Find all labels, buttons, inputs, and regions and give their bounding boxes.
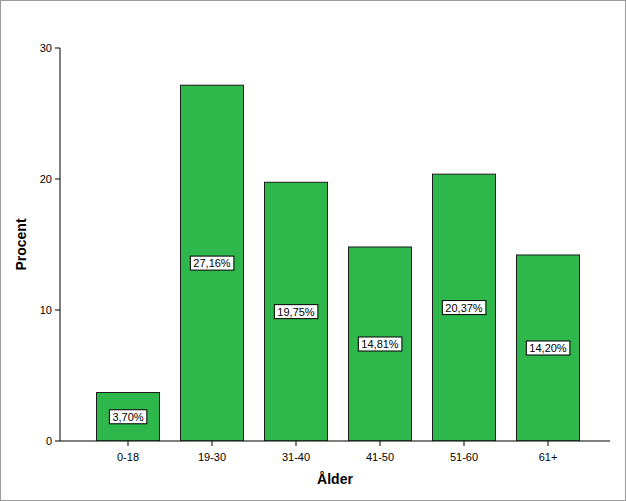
x-tick-label: 41-50	[366, 451, 394, 463]
x-tick	[380, 441, 381, 446]
data-label: 19,75%	[274, 305, 318, 319]
x-tick-label: 19-30	[198, 451, 226, 463]
x-tick-label: 51-60	[450, 451, 478, 463]
data-label-text: 20,37%	[445, 302, 483, 314]
data-label-text: 27,16%	[193, 257, 231, 269]
chart-container: 0 10 20 30 0-18 19-30 31-40 41-50 51-60 61+ 3,70% 2…	[0, 0, 626, 501]
y-tick-label: 20	[40, 173, 52, 185]
data-label: 14,81%	[358, 337, 402, 351]
chart-svg: 0 10 20 30 0-18 19-30 31-40 41-50 51-60 61+ 3,70% 2…	[0, 0, 626, 501]
bar	[433, 174, 496, 441]
x-tick	[548, 441, 549, 446]
y-tick-label: 30	[40, 42, 52, 54]
x-tick	[464, 441, 465, 446]
y-tick	[55, 310, 60, 311]
x-tick-label: 0-18	[117, 451, 139, 463]
bars	[97, 85, 580, 441]
data-label-box	[274, 305, 318, 319]
y-axis-title: Procent	[13, 218, 29, 270]
data-label: 20,37%	[442, 301, 486, 315]
y-tick	[55, 179, 60, 180]
outer-frame	[1, 1, 626, 501]
x-tick	[296, 441, 297, 446]
data-label-box	[190, 256, 234, 270]
y-axis-line	[60, 48, 61, 441]
bar	[265, 182, 328, 441]
x-axis-line	[60, 441, 610, 442]
x-tick	[212, 441, 213, 446]
data-label: 14,20%	[526, 341, 570, 355]
bar	[181, 85, 244, 441]
data-label-box	[358, 337, 402, 351]
data-label-text: 3,70%	[112, 411, 143, 423]
y-tick	[55, 48, 60, 49]
data-label: 27,16%	[190, 256, 234, 270]
data-label-text: 14,20%	[529, 342, 567, 354]
x-axis-title: Ålder	[317, 471, 353, 487]
data-label-box	[526, 341, 570, 355]
data-label-text: 19,75%	[277, 306, 315, 318]
x-tick-label: 31-40	[282, 451, 310, 463]
x-tick-label: 61+	[539, 451, 558, 463]
x-tick	[128, 441, 129, 446]
data-label-box	[442, 301, 486, 315]
y-tick-label: 0	[46, 435, 52, 447]
bar	[349, 247, 412, 441]
data-label-box	[109, 410, 146, 424]
bar	[97, 393, 160, 441]
y-tick	[55, 441, 60, 442]
data-label: 3,70%	[109, 410, 146, 424]
bar	[517, 255, 580, 441]
data-label-text: 14,81%	[361, 338, 399, 350]
y-tick-label: 10	[40, 304, 52, 316]
